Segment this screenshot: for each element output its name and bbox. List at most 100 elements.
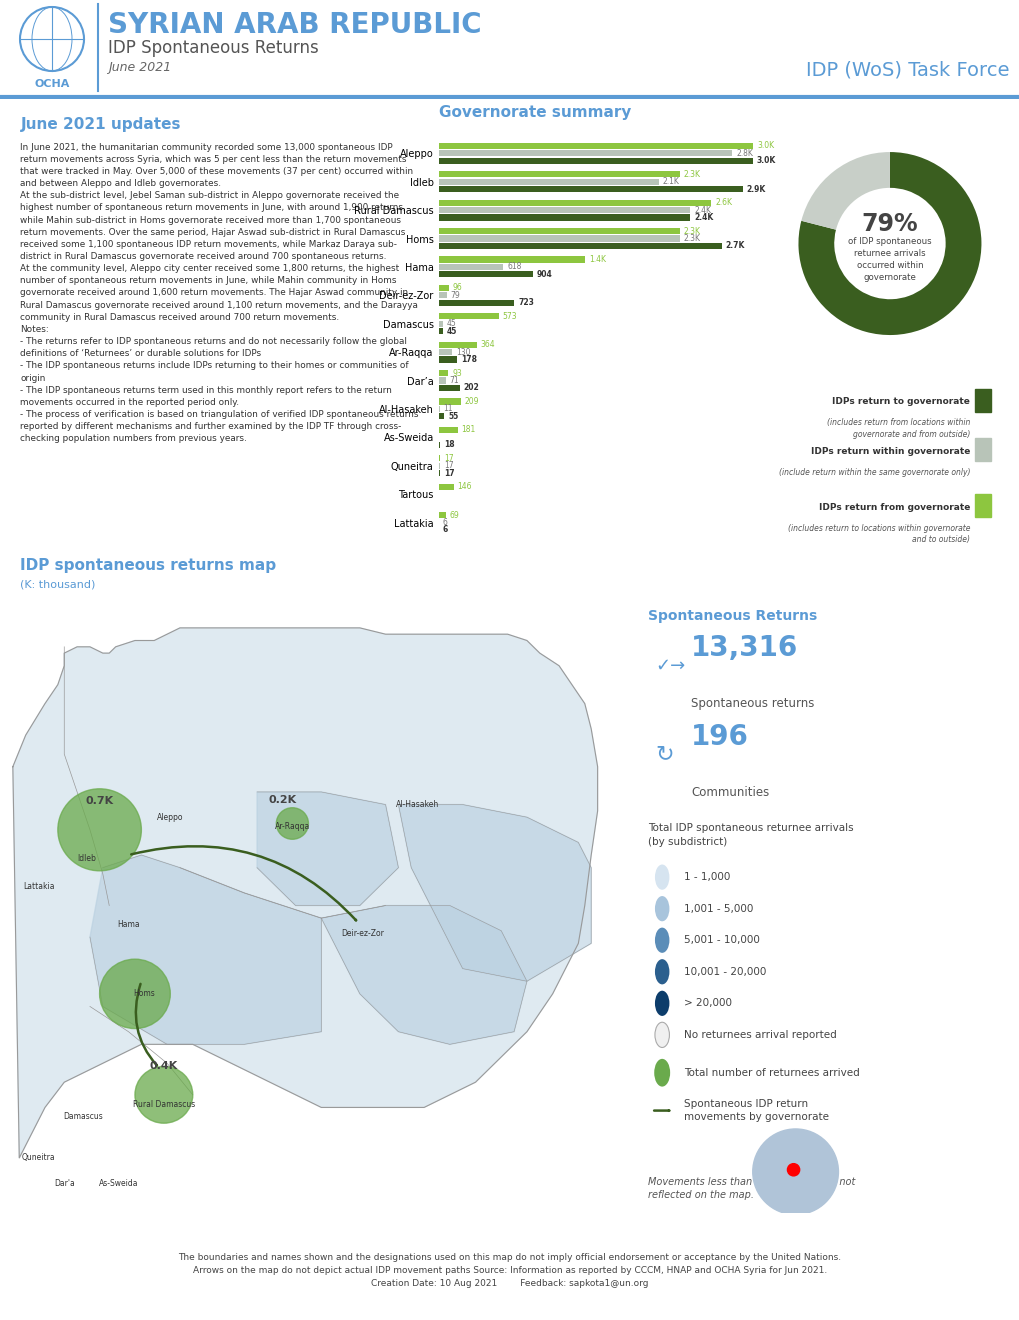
Text: 79%: 79%: [861, 211, 917, 236]
Polygon shape: [90, 855, 321, 1044]
Text: 2.4K: 2.4K: [693, 206, 710, 215]
Text: 573: 573: [502, 312, 517, 321]
Text: 6: 6: [442, 517, 447, 527]
Text: 79: 79: [450, 290, 460, 300]
Text: 11: 11: [443, 404, 452, 413]
Bar: [438, 399, 460, 405]
Bar: [438, 285, 448, 290]
Text: 5,001 - 10,000: 5,001 - 10,000: [684, 936, 759, 945]
Text: Quneitra: Quneitra: [21, 1154, 55, 1163]
Circle shape: [654, 865, 668, 890]
Text: 69: 69: [449, 511, 459, 520]
Text: IDP Spontaneous Returns: IDP Spontaneous Returns: [108, 40, 319, 57]
Circle shape: [654, 896, 668, 921]
Bar: [438, 157, 753, 164]
Text: 0.7K: 0.7K: [86, 796, 113, 807]
FancyArrowPatch shape: [136, 983, 157, 1065]
Text: Deir-ez-Zor: Deir-ez-Zor: [341, 929, 384, 939]
Bar: [438, 264, 503, 271]
Bar: [438, 186, 742, 193]
Bar: [438, 228, 680, 234]
Text: 93: 93: [451, 368, 462, 378]
FancyArrowPatch shape: [131, 846, 356, 920]
Text: 0.4K: 0.4K: [150, 1061, 177, 1072]
Bar: [438, 470, 440, 477]
Text: 17: 17: [443, 469, 454, 478]
Text: Lattakia: Lattakia: [22, 882, 54, 891]
Text: of IDP spontaneous
returnee arrivals
occurred within
governorate: of IDP spontaneous returnee arrivals occ…: [848, 238, 930, 281]
Text: IDP (WoS) Task Force: IDP (WoS) Task Force: [806, 61, 1009, 81]
Text: 18: 18: [443, 440, 454, 449]
Text: No returnees arrival reported: No returnees arrival reported: [684, 1030, 836, 1040]
Bar: [438, 455, 440, 462]
Bar: [438, 150, 732, 157]
Bar: [438, 342, 476, 348]
Bar: [438, 385, 460, 391]
Polygon shape: [398, 805, 591, 981]
Text: The boundaries and names shown and the designations used on this map do not impl: The boundaries and names shown and the d…: [178, 1254, 841, 1287]
Text: 71: 71: [449, 376, 459, 385]
Bar: [438, 378, 445, 384]
Text: 0.2K: 0.2K: [268, 795, 297, 804]
Polygon shape: [13, 628, 597, 1158]
Bar: [438, 300, 514, 306]
Bar: [438, 178, 658, 185]
Bar: [438, 243, 721, 249]
Text: 2.1K: 2.1K: [662, 177, 679, 186]
Bar: [438, 413, 444, 420]
Text: IDPs return within governorate: IDPs return within governorate: [810, 447, 969, 455]
Text: (includes return from locations within
governorate and from outside): (includes return from locations within g…: [826, 418, 969, 438]
Text: Hama: Hama: [117, 920, 140, 929]
Text: 723: 723: [518, 298, 534, 308]
Bar: [438, 483, 453, 490]
Text: Spontaneous Returns: Spontaneous Returns: [647, 609, 816, 623]
Text: 45: 45: [446, 326, 457, 335]
Text: 146: 146: [458, 482, 472, 491]
Text: 1 - 1,000: 1 - 1,000: [684, 873, 730, 882]
Text: (includes return to locations within governorate
and to outside): (includes return to locations within gov…: [787, 524, 969, 544]
Text: Aleppo: Aleppo: [157, 813, 183, 821]
Text: 178: 178: [461, 355, 477, 364]
Bar: [438, 207, 690, 214]
Circle shape: [654, 991, 668, 1016]
Circle shape: [276, 808, 308, 840]
Circle shape: [654, 960, 668, 985]
Bar: [438, 462, 440, 469]
Bar: [438, 405, 439, 412]
Text: 2.3K: 2.3K: [683, 227, 700, 236]
Bar: [438, 271, 533, 277]
Text: ✓→: ✓→: [654, 657, 685, 675]
Text: OCHA: OCHA: [35, 79, 69, 88]
Text: 904: 904: [537, 269, 552, 279]
Bar: [438, 172, 680, 177]
Text: As-Sweida: As-Sweida: [99, 1179, 139, 1188]
Text: Al-Hasakeh: Al-Hasakeh: [395, 800, 439, 809]
Text: 1,001 - 5,000: 1,001 - 5,000: [684, 904, 753, 913]
Bar: [438, 214, 690, 220]
Text: Homs: Homs: [133, 990, 155, 998]
Text: In June 2021, the humanitarian community recorded some 13,000 spontaneous IDP
re: In June 2021, the humanitarian community…: [20, 143, 419, 444]
Bar: [973, 438, 990, 462]
Bar: [438, 370, 448, 376]
Text: ↻: ↻: [654, 744, 673, 764]
Circle shape: [653, 1059, 669, 1086]
Text: Damascus: Damascus: [63, 1113, 103, 1122]
Circle shape: [752, 1129, 838, 1214]
Circle shape: [100, 960, 170, 1028]
Text: SYRIAN ARAB REPUBLIC: SYRIAN ARAB REPUBLIC: [108, 11, 481, 40]
Text: 202: 202: [463, 383, 479, 392]
Text: Rural Damascus: Rural Damascus: [132, 1100, 195, 1109]
Bar: [438, 356, 457, 363]
Text: Spontaneous IDP return
movements by governorate: Spontaneous IDP return movements by gove…: [684, 1100, 828, 1122]
Text: 196: 196: [691, 722, 748, 751]
Text: Total IDP spontaneous returnee arrivals
(by subdistrict): Total IDP spontaneous returnee arrivals …: [647, 824, 853, 846]
Text: (K: thousand): (K: thousand): [20, 579, 96, 590]
Bar: [438, 348, 451, 355]
Text: Dar'a: Dar'a: [54, 1179, 74, 1188]
Bar: [973, 388, 990, 412]
Circle shape: [135, 1067, 193, 1123]
Text: June 2021: June 2021: [108, 61, 171, 74]
Bar: [973, 495, 990, 517]
Circle shape: [654, 928, 668, 953]
Bar: [438, 321, 443, 327]
